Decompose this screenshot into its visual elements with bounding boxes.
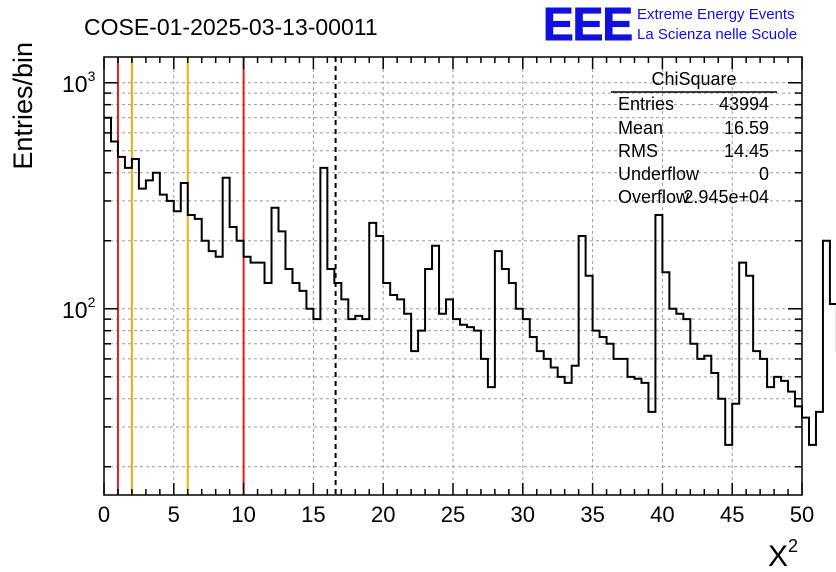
x-tick-label: 15 (301, 502, 325, 527)
y-axis-label: Entries/bin (8, 42, 38, 170)
y-tick-label-exponent: 2 (88, 294, 96, 310)
threshold-lines (116, 57, 337, 495)
x-tick-label: 0 (98, 502, 110, 527)
y-tick-label-base: 10 (62, 71, 88, 97)
eee-logo-line1: Extreme Energy Events (637, 6, 795, 23)
stats-row-underflow-label: Underflow (618, 164, 700, 184)
eee-logo-mark: EEE (543, 0, 632, 50)
stats-row-entries-value: 43994 (719, 94, 769, 114)
x-tick-label: 25 (441, 502, 465, 527)
stats-box-title: ChiSquare (651, 69, 736, 89)
x-tick-label: 20 (371, 502, 395, 527)
stats-row-rms-value: 14.45 (724, 141, 769, 161)
stats-row-mean-label: Mean (618, 118, 663, 138)
x-tick-label: 45 (720, 502, 744, 527)
chart-title: COSE-01-2025-03-13-00011 (84, 14, 378, 40)
eee-logo: EEE Extreme Energy Events La Scienza nel… (543, 0, 798, 51)
eee-logo-line2: La Scienza nelle Scuole (637, 26, 797, 43)
x-tick-labels: 0 5 10 15 20 25 30 35 40 45 50 (98, 502, 814, 527)
stats-row-entries-label: Entries (618, 94, 674, 114)
stats-row-rms-label: RMS (618, 141, 658, 161)
plot-frame (103, 56, 803, 496)
y-tick-label-exponent: 3 (88, 68, 96, 84)
x-tick-label: 35 (580, 502, 604, 527)
x-axis-label: X2 (768, 536, 798, 572)
stats-box: ChiSquare Entries 43994 Mean 16.59 RMS 1… (611, 69, 777, 207)
x-tick-label: 10 (231, 502, 255, 527)
x-tick-label: 50 (790, 502, 814, 527)
y-tick-label: 103 (62, 68, 96, 97)
stats-row-overflow-label: Overflow (618, 187, 690, 207)
stats-row-overflow-value: 2.945e+04 (683, 187, 769, 207)
x-tick-label: 40 (650, 502, 674, 527)
stats-row-mean-value: 16.59 (724, 118, 769, 138)
y-tick-label-base: 10 (62, 297, 88, 323)
x-tick-label: 30 (511, 502, 535, 527)
stats-row-underflow-value: 0 (759, 164, 769, 184)
grid (104, 57, 802, 495)
histogram-outline (104, 116, 836, 446)
x-tick-label: 5 (168, 502, 180, 527)
y-tick-label: 102 (62, 294, 96, 323)
